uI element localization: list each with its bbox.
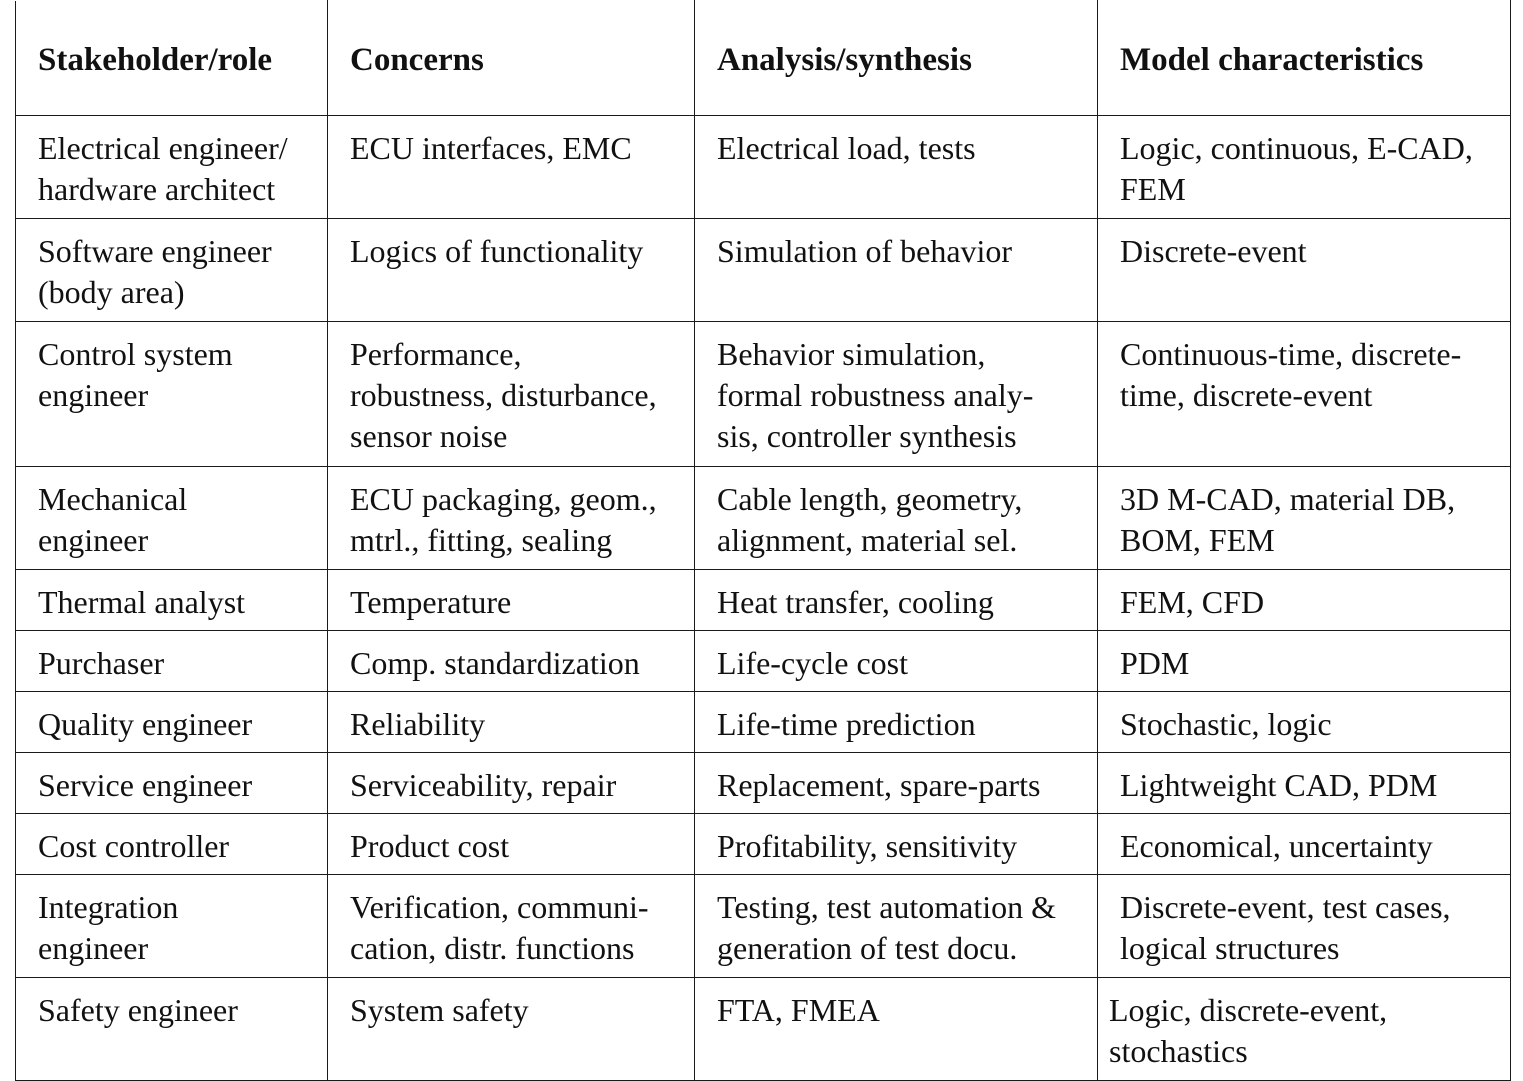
cell-model: FEM, CFD bbox=[1097, 569, 1511, 631]
cell-model: Discrete-event, test cases, logical stru… bbox=[1097, 874, 1511, 978]
table-row: Software engineer (body area) Logics of … bbox=[15, 218, 1511, 322]
table-row: Safety engineer System safety FTA, FMEA … bbox=[15, 977, 1511, 1081]
cell-analysis: Profitability, sensitivity bbox=[694, 813, 1098, 875]
cell-model: Lightweight CAD, PDM bbox=[1097, 752, 1511, 814]
table-row: Mechanical engineer ECU packaging, geom.… bbox=[15, 466, 1511, 570]
cell-concerns: Performance, robustness, disturbance, se… bbox=[327, 321, 695, 467]
cell-concerns: Comp. standardization bbox=[327, 630, 695, 692]
cell-model: Logic, discrete-event, stochastics bbox=[1097, 977, 1511, 1081]
cell-model: Stochastic, logic bbox=[1097, 691, 1511, 753]
cell-concerns: Verification, communi- cation, distr. fu… bbox=[327, 874, 695, 978]
cell-stakeholder: Integration engineer bbox=[15, 874, 328, 978]
cell-concerns: ECU interfaces, EMC bbox=[327, 115, 695, 219]
header-model-characteristics: Model characteristics bbox=[1097, 0, 1511, 116]
table-row: Service engineer Serviceability, repair … bbox=[15, 752, 1511, 814]
cell-analysis: Electrical load, tests bbox=[694, 115, 1098, 219]
header-concerns: Concerns bbox=[327, 0, 695, 116]
cell-analysis: Simulation of behavior bbox=[694, 218, 1098, 322]
cell-concerns: Logics of functionality bbox=[327, 218, 695, 322]
table-row: Purchaser Comp. standardization Life-cyc… bbox=[15, 630, 1511, 692]
cell-stakeholder: Electrical engineer/ hardware architect bbox=[15, 115, 328, 219]
table-row: Thermal analyst Temperature Heat transfe… bbox=[15, 569, 1511, 631]
table-row: Cost controller Product cost Profitabili… bbox=[15, 813, 1511, 875]
cell-stakeholder: Cost controller bbox=[15, 813, 328, 875]
cell-stakeholder: Purchaser bbox=[15, 630, 328, 692]
cell-stakeholder: Quality engineer bbox=[15, 691, 328, 753]
cell-concerns: ECU packaging, geom., mtrl., fitting, se… bbox=[327, 466, 695, 570]
cell-model: Discrete-event bbox=[1097, 218, 1511, 322]
cell-stakeholder: Safety engineer bbox=[15, 977, 328, 1081]
cell-analysis: Life-time prediction bbox=[694, 691, 1098, 753]
cell-model: Continuous-time, discrete- time, discret… bbox=[1097, 321, 1511, 467]
cell-concerns: Reliability bbox=[327, 691, 695, 753]
cell-model: PDM bbox=[1097, 630, 1511, 692]
cell-analysis: Life-cycle cost bbox=[694, 630, 1098, 692]
table-row: Control system engineer Performance, rob… bbox=[15, 321, 1511, 467]
cell-concerns: System safety bbox=[327, 977, 695, 1081]
cell-stakeholder: Control system engineer bbox=[15, 321, 328, 467]
cell-analysis: Replacement, spare-parts bbox=[694, 752, 1098, 814]
cell-stakeholder: Service engineer bbox=[15, 752, 328, 814]
cell-stakeholder: Software engineer (body area) bbox=[15, 218, 328, 322]
cell-analysis: Testing, test automation & generation of… bbox=[694, 874, 1098, 978]
header-stakeholder-role: Stakeholder/role bbox=[15, 0, 328, 116]
cell-concerns: Temperature bbox=[327, 569, 695, 631]
stakeholder-table: Stakeholder/role Concerns Analysis/synth… bbox=[15, 0, 1511, 1081]
table-row: Electrical engineer/ hardware architect … bbox=[15, 115, 1511, 219]
cell-stakeholder: Thermal analyst bbox=[15, 569, 328, 631]
cell-concerns: Serviceability, repair bbox=[327, 752, 695, 814]
cell-analysis: FTA, FMEA bbox=[694, 977, 1098, 1081]
cell-model: 3D M-CAD, material DB, BOM, FEM bbox=[1097, 466, 1511, 570]
cell-concerns: Product cost bbox=[327, 813, 695, 875]
cell-analysis: Heat transfer, cooling bbox=[694, 569, 1098, 631]
cell-model: Economical, uncertainty bbox=[1097, 813, 1511, 875]
header-analysis-synthesis: Analysis/synthesis bbox=[694, 0, 1098, 116]
cell-model: Logic, continuous, E-CAD, FEM bbox=[1097, 115, 1511, 219]
cell-analysis: Behavior simulation, formal robustness a… bbox=[694, 321, 1098, 467]
header-row: Stakeholder/role Concerns Analysis/synth… bbox=[15, 0, 1511, 116]
cell-analysis: Cable length, geometry, alignment, mater… bbox=[694, 466, 1098, 570]
table-row: Quality engineer Reliability Life-time p… bbox=[15, 691, 1511, 753]
table-row: Integration engineer Verification, commu… bbox=[15, 874, 1511, 978]
cell-stakeholder: Mechanical engineer bbox=[15, 466, 328, 570]
